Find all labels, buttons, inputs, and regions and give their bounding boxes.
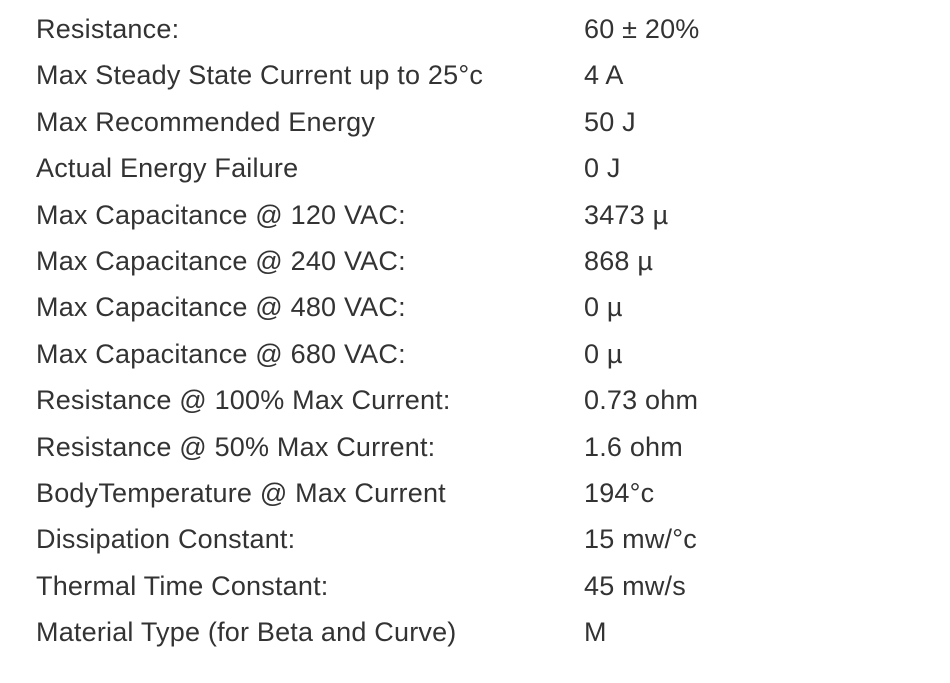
spec-value: M	[584, 619, 910, 646]
spec-table: Resistance: 60 ± 20% Max Steady State Cu…	[0, 0, 950, 681]
table-row: Material Type (for Beta and Curve) M	[36, 619, 910, 665]
spec-value: 3473 µ	[584, 202, 910, 229]
spec-label: Max Capacitance @ 240 VAC:	[36, 248, 584, 275]
spec-label: Max Capacitance @ 120 VAC:	[36, 202, 584, 229]
spec-label: Thermal Time Constant:	[36, 573, 584, 600]
table-row: BodyTemperature @ Max Current 194°c	[36, 480, 910, 526]
table-row: Max Capacitance @ 480 VAC: 0 µ	[36, 294, 910, 340]
table-row: Max Capacitance @ 240 VAC: 868 µ	[36, 248, 910, 294]
spec-value: 0 µ	[584, 294, 910, 321]
spec-label: Resistance @ 100% Max Current:	[36, 387, 584, 414]
table-row: Resistance @ 50% Max Current: 1.6 ohm	[36, 434, 910, 480]
spec-value: 15 mw/°c	[584, 526, 910, 553]
spec-value: 0 J	[584, 155, 910, 182]
spec-label: Resistance @ 50% Max Current:	[36, 434, 584, 461]
table-row: Max Recommended Energy 50 J	[36, 109, 910, 155]
table-row: Actual Energy Failure 0 J	[36, 155, 910, 201]
spec-value: 194°c	[584, 480, 910, 507]
spec-label: BodyTemperature @ Max Current	[36, 480, 584, 507]
spec-value: 1.6 ohm	[584, 434, 910, 461]
spec-label: Max Steady State Current up to 25°c	[36, 62, 584, 89]
spec-label: Material Type (for Beta and Curve)	[36, 619, 584, 646]
spec-label: Max Recommended Energy	[36, 109, 584, 136]
table-row: Dissipation Constant: 15 mw/°c	[36, 526, 910, 572]
spec-value: 868 µ	[584, 248, 910, 275]
spec-value: 0 µ	[584, 341, 910, 368]
spec-value: 45 mw/s	[584, 573, 910, 600]
spec-value: 4 A	[584, 62, 910, 89]
spec-value: 0.73 ohm	[584, 387, 910, 414]
table-row: Max Capacitance @ 680 VAC: 0 µ	[36, 341, 910, 387]
spec-label: Actual Energy Failure	[36, 155, 584, 182]
table-row: Thermal Time Constant: 45 mw/s	[36, 573, 910, 619]
spec-label: Resistance:	[36, 16, 584, 43]
spec-value: 60 ± 20%	[584, 16, 910, 43]
table-row: Resistance: 60 ± 20%	[36, 16, 910, 62]
spec-label: Max Capacitance @ 480 VAC:	[36, 294, 584, 321]
spec-value: 50 J	[584, 109, 910, 136]
table-row: Max Capacitance @ 120 VAC: 3473 µ	[36, 202, 910, 248]
table-row: Resistance @ 100% Max Current: 0.73 ohm	[36, 387, 910, 433]
spec-label: Dissipation Constant:	[36, 526, 584, 553]
spec-label: Max Capacitance @ 680 VAC:	[36, 341, 584, 368]
table-row: Max Steady State Current up to 25°c 4 A	[36, 62, 910, 108]
